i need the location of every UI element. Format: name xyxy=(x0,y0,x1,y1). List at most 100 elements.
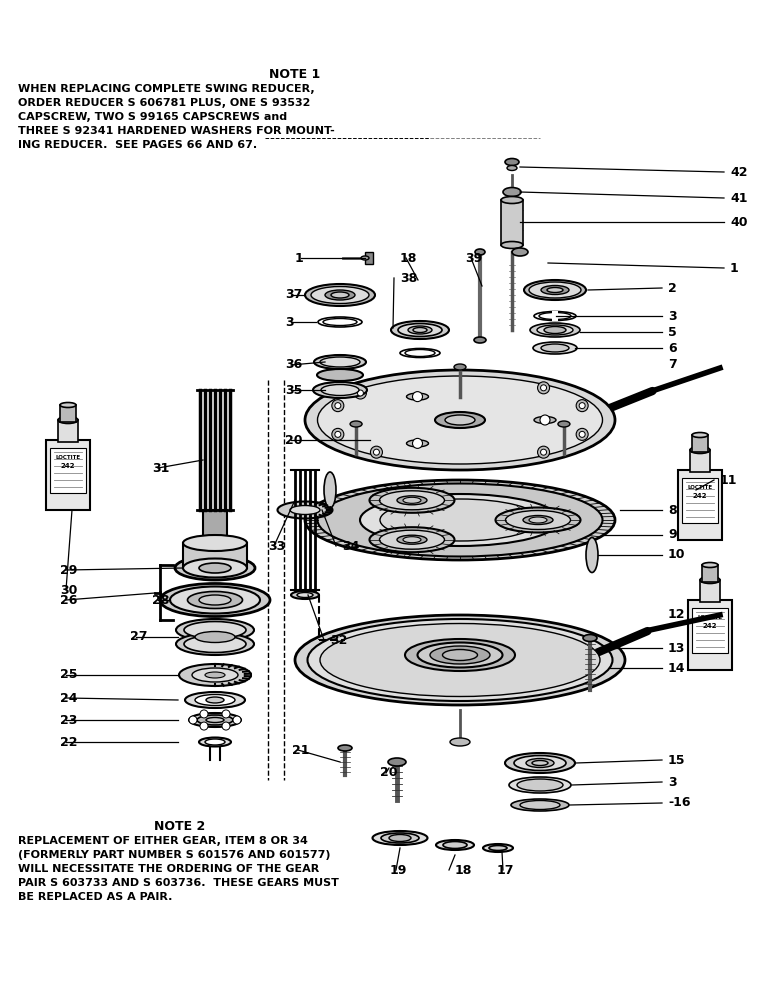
Text: 8: 8 xyxy=(668,504,676,516)
Bar xyxy=(58,420,78,442)
Bar xyxy=(203,510,227,540)
Ellipse shape xyxy=(512,248,528,256)
Text: 25: 25 xyxy=(60,668,77,682)
Ellipse shape xyxy=(503,188,521,196)
Ellipse shape xyxy=(529,517,547,523)
Bar xyxy=(365,252,373,264)
Ellipse shape xyxy=(320,357,360,367)
Text: 18: 18 xyxy=(455,863,472,876)
Ellipse shape xyxy=(403,497,421,503)
Ellipse shape xyxy=(184,621,246,639)
Ellipse shape xyxy=(501,196,523,204)
Ellipse shape xyxy=(526,758,554,768)
Bar xyxy=(692,608,728,653)
Ellipse shape xyxy=(496,508,581,532)
Ellipse shape xyxy=(539,312,571,320)
Text: NOTE 2: NOTE 2 xyxy=(154,820,205,833)
Bar xyxy=(682,478,718,523)
Ellipse shape xyxy=(405,350,435,357)
Ellipse shape xyxy=(407,393,428,400)
Ellipse shape xyxy=(520,800,560,810)
Circle shape xyxy=(354,387,367,399)
Text: 14: 14 xyxy=(668,662,686,674)
Ellipse shape xyxy=(188,591,242,608)
Ellipse shape xyxy=(541,344,569,352)
Ellipse shape xyxy=(501,241,523,248)
Ellipse shape xyxy=(505,753,575,773)
Ellipse shape xyxy=(435,412,485,428)
Text: 7: 7 xyxy=(668,359,677,371)
Circle shape xyxy=(335,431,341,437)
Text: NOTE 1: NOTE 1 xyxy=(269,68,320,81)
Text: 3: 3 xyxy=(668,310,676,322)
Circle shape xyxy=(540,449,547,455)
Ellipse shape xyxy=(381,833,419,843)
Ellipse shape xyxy=(445,415,475,425)
Ellipse shape xyxy=(489,846,507,850)
Ellipse shape xyxy=(529,282,581,298)
Bar xyxy=(552,311,558,321)
Text: 242: 242 xyxy=(61,463,75,469)
Ellipse shape xyxy=(534,312,576,320)
Ellipse shape xyxy=(195,632,235,643)
Bar xyxy=(46,440,90,510)
Ellipse shape xyxy=(314,355,366,369)
Circle shape xyxy=(579,431,585,437)
Ellipse shape xyxy=(277,502,333,518)
Circle shape xyxy=(579,403,585,409)
Ellipse shape xyxy=(389,834,411,842)
Ellipse shape xyxy=(541,286,569,294)
Ellipse shape xyxy=(305,370,615,470)
Ellipse shape xyxy=(397,535,427,544)
Circle shape xyxy=(412,438,422,448)
Ellipse shape xyxy=(205,672,225,678)
Text: 242: 242 xyxy=(703,623,717,629)
Text: 15: 15 xyxy=(668,754,686,766)
Ellipse shape xyxy=(436,840,474,850)
Text: 18: 18 xyxy=(400,251,418,264)
Ellipse shape xyxy=(324,472,336,508)
Text: 36: 36 xyxy=(285,359,303,371)
Ellipse shape xyxy=(524,280,586,300)
Bar xyxy=(700,580,720,602)
Text: 21: 21 xyxy=(292,744,310,756)
Ellipse shape xyxy=(532,760,548,766)
Text: 22: 22 xyxy=(60,736,77,748)
Text: (FORMERLY PART NUMBER S 601576 AND 601577): (FORMERLY PART NUMBER S 601576 AND 60157… xyxy=(18,850,330,860)
Ellipse shape xyxy=(350,421,362,427)
Ellipse shape xyxy=(692,432,708,438)
Ellipse shape xyxy=(702,562,718,568)
Ellipse shape xyxy=(523,516,553,524)
Text: WILL NECESSITATE THE ORDERING OF THE GEAR: WILL NECESSITATE THE ORDERING OF THE GEA… xyxy=(18,864,320,874)
Ellipse shape xyxy=(537,325,573,335)
Bar xyxy=(690,450,710,472)
Ellipse shape xyxy=(206,697,224,703)
Text: ING REDUCER.  SEE PAGES 66 AND 67.: ING REDUCER. SEE PAGES 66 AND 67. xyxy=(18,140,257,150)
Bar xyxy=(501,200,523,245)
Ellipse shape xyxy=(170,586,260,613)
Text: 3: 3 xyxy=(668,776,676,788)
Ellipse shape xyxy=(407,440,428,447)
Text: 17: 17 xyxy=(497,863,514,876)
Ellipse shape xyxy=(558,421,570,427)
Ellipse shape xyxy=(388,758,406,766)
Text: 24: 24 xyxy=(60,692,77,704)
Ellipse shape xyxy=(184,636,246,652)
Ellipse shape xyxy=(511,799,569,811)
Bar xyxy=(50,448,86,493)
Ellipse shape xyxy=(586,538,598,572)
Ellipse shape xyxy=(176,619,254,641)
Text: 3: 3 xyxy=(285,316,293,328)
Ellipse shape xyxy=(370,527,455,552)
Ellipse shape xyxy=(398,324,442,336)
Text: 34: 34 xyxy=(342,540,360,552)
Ellipse shape xyxy=(517,779,563,791)
Ellipse shape xyxy=(418,643,503,668)
Ellipse shape xyxy=(533,342,577,354)
Ellipse shape xyxy=(450,738,470,746)
Ellipse shape xyxy=(430,646,490,664)
Ellipse shape xyxy=(176,633,254,655)
Ellipse shape xyxy=(397,496,427,505)
Ellipse shape xyxy=(474,337,486,343)
Ellipse shape xyxy=(331,292,349,298)
